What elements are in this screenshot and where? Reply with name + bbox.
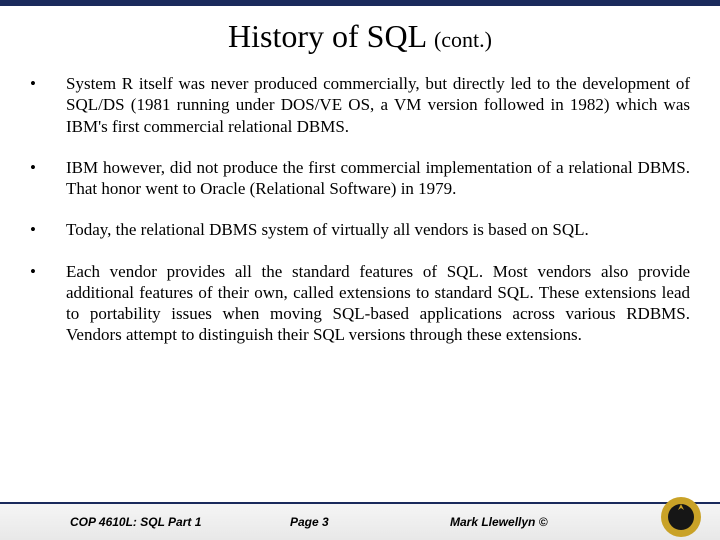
- bullet-marker: •: [30, 157, 66, 200]
- footer-course: COP 4610L: SQL Part 1: [70, 515, 290, 529]
- bullet-text: IBM however, did not produce the first c…: [66, 157, 690, 200]
- slide-footer: COP 4610L: SQL Part 1 Page 3 Mark Llewel…: [0, 502, 720, 540]
- slide-content: • System R itself was never produced com…: [0, 73, 720, 346]
- title-sub: (cont.): [434, 27, 492, 52]
- bullet-marker: •: [30, 219, 66, 240]
- bullet-text: Each vendor provides all the standard fe…: [66, 261, 690, 346]
- bullet-marker: •: [30, 261, 66, 346]
- bullet-item: • System R itself was never produced com…: [30, 73, 690, 137]
- title-main: History of SQL: [228, 18, 434, 54]
- bullet-marker: •: [30, 73, 66, 137]
- bullet-text: System R itself was never produced comme…: [66, 73, 690, 137]
- bullet-text: Today, the relational DBMS system of vir…: [66, 219, 690, 240]
- footer-page: Page 3: [290, 515, 450, 529]
- slide-title: History of SQL (cont.): [0, 18, 720, 55]
- bullet-item: • Each vendor provides all the standard …: [30, 261, 690, 346]
- top-accent-bar: [0, 0, 720, 6]
- ucf-logo-icon: [660, 496, 702, 538]
- bullet-item: • Today, the relational DBMS system of v…: [30, 219, 690, 240]
- bullet-item: • IBM however, did not produce the first…: [30, 157, 690, 200]
- footer-author: Mark Llewellyn ©: [450, 515, 610, 529]
